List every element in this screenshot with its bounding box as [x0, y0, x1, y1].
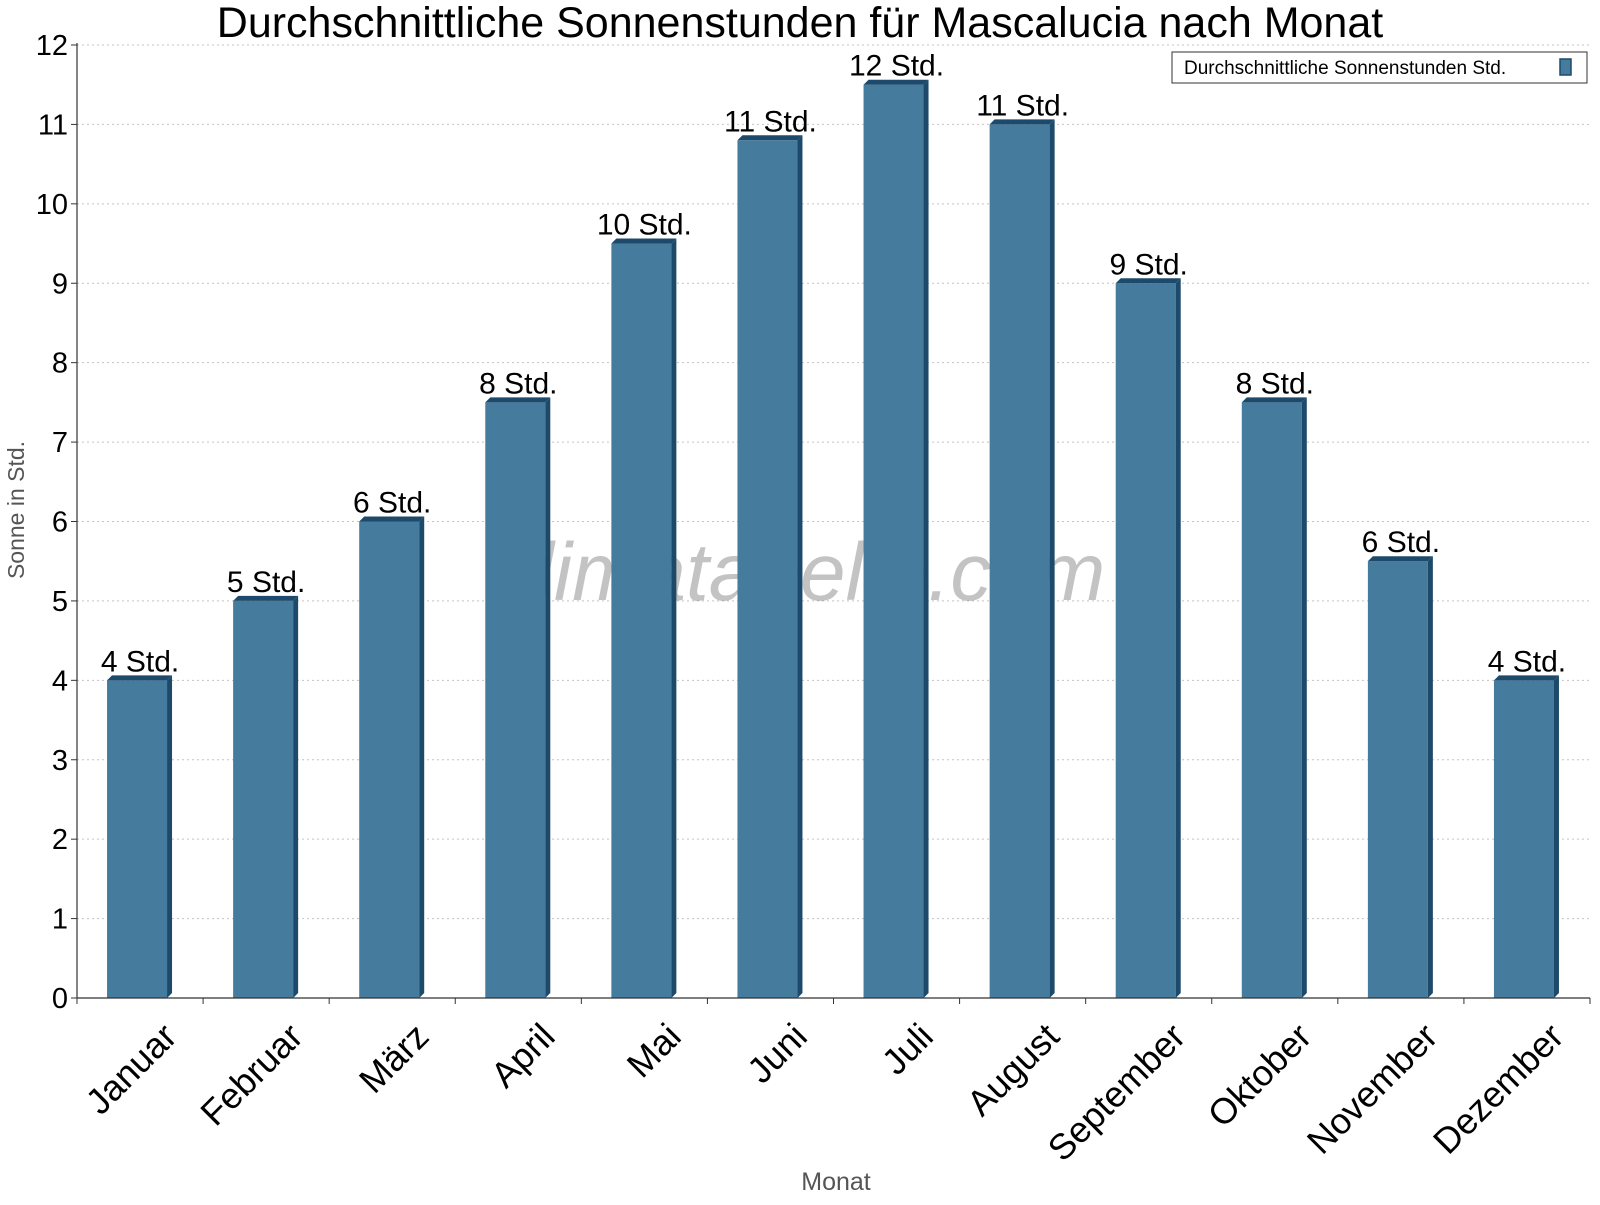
bar-value-label: 11 Std. [724, 105, 817, 138]
bar [989, 124, 1050, 998]
x-tick-label: August [959, 1015, 1067, 1123]
bar [485, 402, 546, 998]
bar [737, 140, 798, 999]
bar-value-label: 8 Std. [479, 367, 557, 400]
bar-top [233, 595, 299, 601]
bar [1367, 561, 1428, 998]
bar-top [611, 238, 677, 244]
y-tick-label: 10 [36, 189, 68, 221]
bar-value-label: 12 Std. [849, 50, 944, 83]
bars-layer [107, 79, 1559, 999]
bar-side [1553, 675, 1559, 998]
bar-value-label: 11 Std. [976, 89, 1069, 122]
bar-value-label: 9 Std. [1110, 248, 1188, 281]
bar-side [1427, 556, 1433, 998]
bar-side [797, 135, 803, 999]
x-axis-label: Monat [801, 1168, 871, 1196]
x-tick-label: Dezember [1425, 1015, 1571, 1161]
legend-label: Durchschnittliche Sonnenstunden Std. [1184, 58, 1506, 79]
legend-swatch [1559, 58, 1572, 76]
y-tick-label: 6 [52, 507, 68, 539]
bar [863, 84, 924, 999]
x-tick-label: November [1299, 1015, 1445, 1161]
x-tick-label: Januar [78, 1015, 185, 1122]
grid-layer [77, 44, 1590, 920]
bar-value-label: 5 Std. [227, 566, 305, 599]
bar-side [545, 397, 551, 998]
y-tick-label: 4 [52, 665, 68, 697]
y-tick-label: 3 [52, 745, 68, 777]
y-tick-label: 2 [52, 824, 68, 856]
x-tick-label: März [351, 1015, 437, 1101]
legend: Durchschnittliche Sonnenstunden Std. [1171, 51, 1588, 84]
y-axis-label: Sonne in Std. [3, 441, 29, 579]
bar-value-label: 10 Std. [597, 209, 692, 242]
bar [1493, 680, 1554, 998]
x-tick-label: April [483, 1015, 563, 1095]
bar-top [737, 135, 803, 141]
bar-top [1241, 397, 1307, 403]
x-tick-label: September [1040, 1015, 1194, 1169]
y-tick-label: 12 [36, 30, 68, 62]
bar-top [1367, 556, 1433, 562]
y-tick-label: 7 [52, 427, 68, 459]
axes-layer [71, 43, 1591, 1004]
bar-top [863, 79, 929, 85]
bar-top [485, 397, 551, 403]
x-tick-label: Juni [739, 1015, 815, 1091]
bar-side [1301, 397, 1307, 998]
y-tick-label: 1 [52, 904, 68, 936]
bar [1241, 402, 1302, 998]
bar-value-label: 6 Std. [1362, 526, 1440, 559]
x-tick-label: Februar [192, 1015, 310, 1133]
bar [107, 680, 168, 998]
bar-value-label: 6 Std. [353, 487, 431, 520]
bar-side [419, 516, 425, 998]
bar [611, 243, 672, 998]
bar-side [671, 238, 677, 998]
bar-side [923, 79, 929, 999]
y-tick-label: 8 [52, 348, 68, 380]
bar-side [1175, 278, 1181, 998]
y-tick-label: 9 [52, 268, 68, 300]
bar-top [107, 675, 173, 681]
bar [1115, 283, 1176, 998]
bar-side [1049, 119, 1055, 998]
y-tick-label: 11 [38, 109, 68, 141]
x-tick-label: Mai [619, 1015, 689, 1085]
chart-title: Durchschnittliche Sonnenstunden für Masc… [217, 0, 1383, 47]
x-tick-label: Juli [874, 1015, 941, 1082]
legend-box [1171, 51, 1588, 84]
bar-top [1493, 675, 1559, 681]
bar-value-label: 8 Std. [1236, 367, 1314, 400]
bar-value-label: 4 Std. [101, 645, 179, 678]
y-tick-label: 5 [52, 586, 68, 618]
y-tick-label: 0 [52, 983, 68, 1015]
bar-side [293, 595, 299, 998]
bar-top [1115, 278, 1181, 284]
x-tick-label: Oktober [1200, 1015, 1320, 1135]
bar-top [359, 516, 425, 522]
bar-side [167, 675, 173, 998]
bar-top [989, 119, 1055, 125]
bar-value-label: 4 Std. [1488, 645, 1566, 678]
bar [233, 600, 294, 998]
bar [359, 521, 420, 998]
